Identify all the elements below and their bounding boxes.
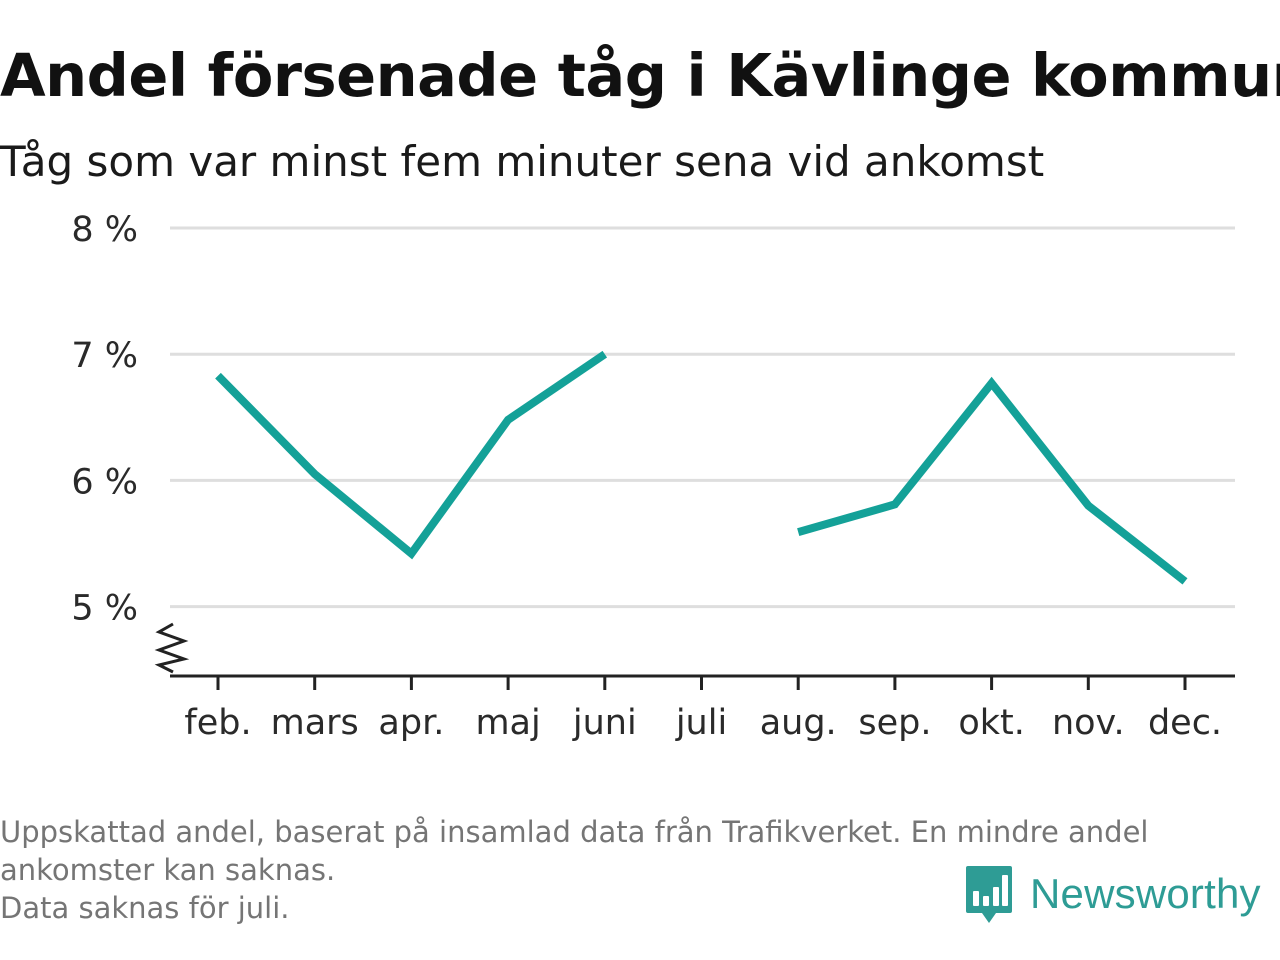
- x-tick-label: juli: [675, 703, 727, 743]
- x-tick-label: nov.: [1052, 703, 1125, 743]
- bar-chart-speech-bubble-icon: [966, 866, 1012, 923]
- x-tick-label: aug.: [760, 703, 837, 743]
- series-line: [215, 350, 608, 560]
- x-tick-label: feb.: [184, 703, 251, 743]
- x-tick-label: dec.: [1148, 703, 1222, 743]
- footnote: Uppskattad andel, baserat på insamlad da…: [0, 813, 1270, 927]
- x-tick-label: mars: [271, 703, 359, 743]
- brand-name: Newsworthy: [1030, 870, 1261, 917]
- footnote-line: Data saknas för juli.: [0, 891, 290, 925]
- y-tick-label: 6 %: [71, 462, 138, 502]
- series-line: [797, 376, 1188, 585]
- x-tick-label: sep.: [858, 703, 931, 743]
- brand-logo-group: Newsworthy: [964, 862, 1261, 926]
- chart-subtitle: Tåg som var minst fem minuter sena vid a…: [0, 137, 1045, 186]
- y-tick-label: 5 %: [71, 589, 138, 629]
- x-tick-label: apr.: [378, 703, 444, 743]
- x-tick-label: maj: [475, 703, 540, 743]
- line-chart: 5 % 6 % 7 % 8 % feb. mars apr. maj juni juli aug. s…: [71, 210, 1235, 743]
- x-tick-label: okt.: [958, 703, 1025, 743]
- footnote-line: ankomster kan saknas.: [0, 853, 336, 887]
- y-axis-break-marker: [154, 622, 190, 674]
- y-tick-label: 8 %: [71, 210, 138, 250]
- y-tick-label: 7 %: [71, 336, 138, 376]
- chart-title: Andel försenade tåg i Kävlinge kommun: [0, 41, 1280, 110]
- x-tick-label: juni: [572, 703, 637, 743]
- footnote-line: Uppskattad andel, baserat på insamlad da…: [0, 815, 1149, 849]
